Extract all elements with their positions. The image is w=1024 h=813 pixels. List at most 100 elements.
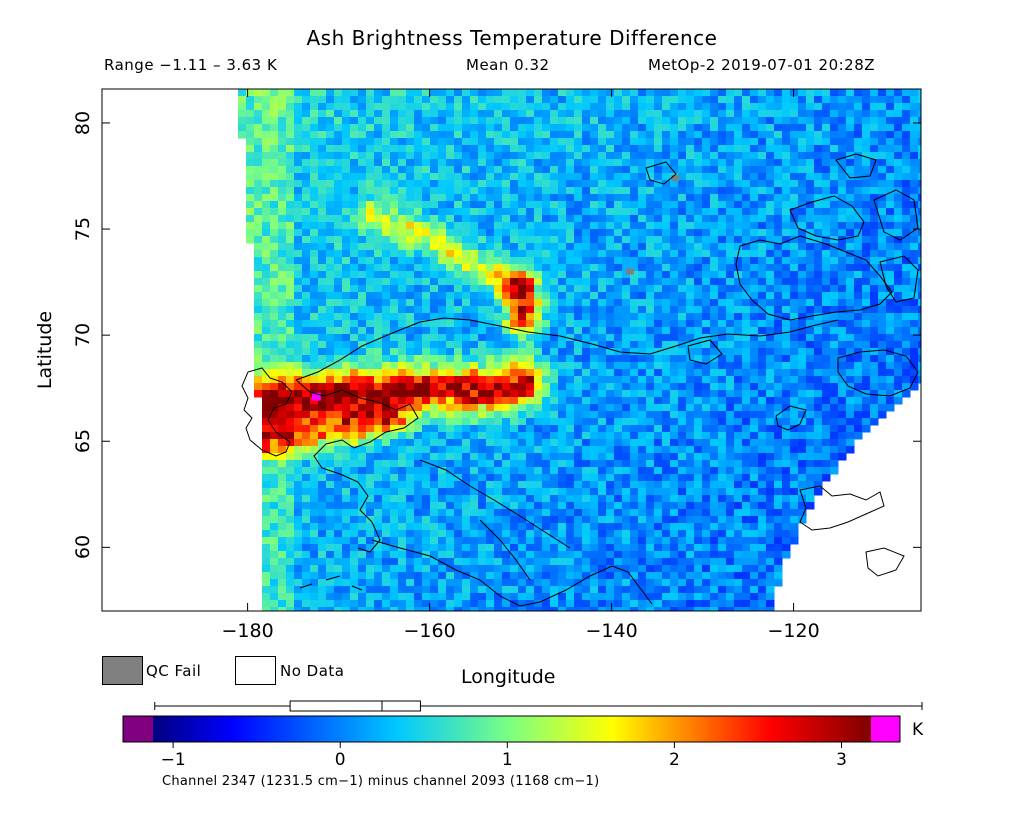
heatmap-cell — [734, 96, 743, 104]
heatmap-cell — [454, 201, 463, 209]
heatmap-cell — [598, 404, 607, 412]
heatmap-cell — [526, 320, 535, 328]
heatmap-cell — [806, 418, 815, 426]
heatmap-cell — [750, 376, 759, 384]
heatmap-cell — [742, 131, 751, 139]
heatmap-cell — [574, 383, 583, 391]
heatmap-cell — [654, 509, 663, 517]
heatmap-cell — [630, 110, 639, 118]
heatmap-cell — [526, 201, 535, 209]
heatmap-cell — [798, 229, 807, 237]
heatmap-cell — [830, 166, 839, 174]
heatmap-cell — [830, 320, 839, 328]
heatmap-cell — [270, 131, 279, 139]
heatmap-cell — [454, 320, 463, 328]
heatmap-cell — [694, 194, 703, 202]
heatmap-cell — [382, 299, 391, 307]
heatmap-cell — [694, 376, 703, 384]
heatmap-cell — [582, 488, 591, 496]
heatmap-cell — [414, 362, 423, 370]
heatmap-cell — [902, 215, 911, 223]
heatmap-cell — [254, 152, 263, 160]
heatmap-cell — [590, 201, 599, 209]
heatmap-cell — [446, 404, 455, 412]
heatmap-cell — [374, 124, 383, 132]
heatmap-cell — [414, 110, 423, 118]
heatmap-cell — [702, 278, 711, 286]
heatmap-cell — [566, 481, 575, 489]
heatmap-cell — [694, 166, 703, 174]
heatmap-cell — [358, 474, 367, 482]
heatmap-cell — [774, 264, 783, 272]
heatmap-cell — [758, 236, 767, 244]
heatmap-cell — [430, 418, 439, 426]
heatmap-cell — [734, 243, 743, 251]
heatmap-cell — [782, 131, 791, 139]
heatmap-cell — [734, 474, 743, 482]
heatmap-cell — [798, 271, 807, 279]
heatmap-cell — [262, 215, 271, 223]
heatmap-cell — [310, 432, 319, 440]
heatmap-cell — [358, 222, 367, 230]
heatmap-cell — [534, 425, 543, 433]
heatmap-cell — [294, 516, 303, 524]
heatmap-cell — [238, 96, 247, 104]
heatmap-cell — [758, 145, 767, 153]
heatmap-cell — [782, 411, 791, 419]
heatmap-cell — [774, 425, 783, 433]
heatmap-cell — [582, 502, 591, 510]
heatmap-cell — [310, 320, 319, 328]
heatmap-cell — [550, 173, 559, 181]
heatmap-cell — [694, 264, 703, 272]
heatmap-cell — [846, 222, 855, 230]
heatmap-cell — [486, 264, 495, 272]
heatmap-cell — [718, 404, 727, 412]
heatmap-cell — [646, 341, 655, 349]
heatmap-cell — [270, 96, 279, 104]
heatmap-cell — [758, 215, 767, 223]
heatmap-cell — [446, 194, 455, 202]
heatmap-cell — [326, 495, 335, 503]
heatmap-cell — [678, 229, 687, 237]
heatmap-cell — [302, 369, 311, 377]
heatmap-cell — [502, 453, 511, 461]
heatmap-cell — [486, 145, 495, 153]
heatmap-cell — [846, 166, 855, 174]
heatmap-cell — [382, 264, 391, 272]
heatmap-cell — [566, 509, 575, 517]
heatmap-cell — [286, 250, 295, 258]
heatmap-cell — [630, 271, 639, 279]
heatmap-cell — [686, 320, 695, 328]
heatmap-cell — [686, 425, 695, 433]
heatmap-cell — [382, 285, 391, 293]
heatmap-cell — [598, 124, 607, 132]
heatmap-cell — [254, 376, 263, 384]
heatmap-cell — [446, 467, 455, 475]
heatmap-cell — [742, 152, 751, 160]
heatmap-cell — [286, 320, 295, 328]
heatmap-cell — [382, 376, 391, 384]
heatmap-cell — [606, 334, 615, 342]
heatmap-cell — [334, 131, 343, 139]
heatmap-cell — [550, 383, 559, 391]
heatmap-cell — [798, 103, 807, 111]
heatmap-cell — [526, 250, 535, 258]
heatmap-cell — [310, 299, 319, 307]
heatmap-cell — [646, 432, 655, 440]
heatmap-cell — [646, 243, 655, 251]
heatmap-cell — [502, 257, 511, 265]
heatmap-cell — [870, 285, 879, 293]
heatmap-cell — [510, 243, 519, 251]
heatmap-cell — [734, 495, 743, 503]
heatmap-cell — [790, 390, 799, 398]
heatmap-cell — [262, 376, 271, 384]
heatmap-cell — [278, 159, 287, 167]
heatmap-cell — [286, 299, 295, 307]
heatmap-cell — [750, 89, 759, 97]
heatmap-cell — [462, 467, 471, 475]
heatmap-cell — [590, 124, 599, 132]
heatmap-cell — [662, 474, 671, 482]
heatmap-cell — [398, 215, 407, 223]
heatmap-cell — [246, 215, 255, 223]
heatmap-cell — [510, 411, 519, 419]
